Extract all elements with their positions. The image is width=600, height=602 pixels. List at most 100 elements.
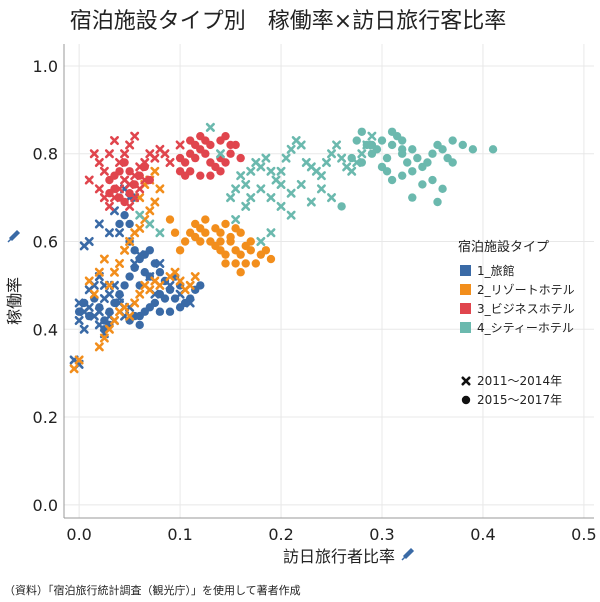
point-2015-2017 — [130, 246, 139, 255]
point-2011-2014 — [109, 267, 119, 277]
point-2015-2017 — [448, 158, 457, 167]
point-2015-2017 — [236, 153, 245, 163]
point-2011-2014 — [231, 215, 241, 225]
chart-title: 宿泊施設タイプ別 稼働率×訪日旅行客比率 — [70, 9, 506, 34]
point-2011-2014 — [327, 149, 337, 159]
point-2015-2017 — [206, 171, 215, 180]
point-2015-2017 — [241, 259, 250, 268]
point-2011-2014 — [120, 245, 130, 255]
point-2015-2017 — [185, 294, 195, 303]
point-2011-2014 — [175, 140, 185, 150]
point-2011-2014 — [99, 333, 109, 343]
legend-swatch — [460, 303, 471, 314]
point-2011-2014 — [170, 267, 180, 277]
point-2015-2017 — [347, 153, 356, 163]
legend-item-label: 2_リゾートホテル — [477, 283, 575, 297]
point-2015-2017 — [468, 145, 478, 154]
point-2015-2017 — [196, 171, 205, 180]
point-2011-2014 — [160, 149, 170, 159]
point-2015-2017 — [428, 149, 437, 158]
x-tick-label: 0.4 — [470, 525, 495, 544]
point-2011-2014 — [145, 285, 155, 295]
point-2011-2014 — [175, 276, 185, 286]
point-2011-2014 — [99, 254, 109, 264]
point-2015-2017 — [180, 171, 190, 180]
y-axis-filter-icon[interactable] — [7, 229, 21, 243]
point-2015-2017 — [110, 298, 119, 308]
point-2015-2017 — [165, 285, 175, 294]
legend-item-label: 1_旅館 — [477, 263, 515, 278]
point-2011-2014 — [120, 149, 130, 159]
point-2011-2014 — [125, 237, 135, 246]
y-tick-label: 0.8 — [33, 145, 58, 164]
point-2011-2014 — [236, 171, 246, 181]
point-2011-2014 — [316, 184, 326, 194]
point-2011-2014 — [104, 289, 114, 299]
point-2011-2014 — [135, 210, 145, 220]
point-2015-2017 — [125, 272, 134, 281]
point-2015-2017 — [125, 189, 134, 198]
point-2015-2017 — [201, 215, 210, 224]
point-2015-2017 — [206, 140, 215, 150]
point-2015-2017 — [175, 153, 185, 163]
point-2015-2017 — [337, 202, 346, 211]
point-2011-2014 — [165, 158, 175, 167]
x-tick-label: 0.0 — [66, 525, 91, 544]
point-2011-2014 — [125, 140, 135, 150]
point-2011-2014 — [256, 162, 266, 172]
point-2015-2017 — [150, 298, 160, 308]
point-2011-2014 — [94, 184, 104, 194]
point-2011-2014 — [145, 206, 155, 216]
point-2011-2014 — [155, 280, 165, 290]
point-2011-2014 — [104, 149, 114, 159]
point-2015-2017 — [170, 228, 180, 237]
point-2015-2017 — [175, 246, 185, 255]
point-2015-2017 — [403, 158, 412, 167]
point-2015-2017 — [408, 193, 417, 202]
legend-item-label: 4_シティーホテル — [477, 321, 574, 335]
point-2011-2014 — [256, 237, 266, 246]
point-2011-2014 — [306, 197, 316, 207]
y-axis-label: 稼働率 — [5, 277, 24, 325]
y-tick-label: 0.4 — [33, 320, 58, 339]
x-tick-label: 0.5 — [571, 525, 596, 544]
point-2015-2017 — [418, 180, 427, 189]
point-2015-2017 — [387, 175, 397, 185]
point-2015-2017 — [155, 307, 165, 316]
point-2011-2014 — [150, 166, 160, 176]
point-2011-2014 — [130, 298, 140, 308]
point-2011-2014 — [286, 144, 296, 154]
point-2015-2017 — [221, 131, 230, 141]
point-2011-2014 — [135, 289, 145, 299]
point-2015-2017 — [165, 215, 175, 224]
x-axis-filter-icon[interactable] — [401, 547, 415, 561]
legend-period-label: 2011〜2014年 — [477, 374, 562, 388]
point-2015-2017 — [85, 311, 94, 321]
point-2011-2014 — [281, 153, 291, 163]
point-2011-2014 — [84, 175, 94, 185]
point-2011-2014 — [215, 149, 225, 159]
point-2015-2017 — [261, 246, 271, 255]
point-2011-2014 — [261, 153, 271, 163]
point-2011-2014 — [125, 311, 135, 321]
point-2015-2017 — [145, 246, 155, 255]
point-2015-2017 — [145, 175, 155, 185]
point-2015-2017 — [236, 228, 245, 237]
point-2015-2017 — [236, 268, 245, 277]
point-2015-2017 — [155, 268, 165, 277]
axes: 0.0 0.2 0.4 0.6 0.8 1.0 0.0 0.1 0.2 0.3 0.4 0.5 — [33, 44, 597, 544]
point-2015-2017 — [246, 237, 255, 246]
point-2015-2017 — [231, 259, 240, 268]
point-2015-2017 — [105, 189, 114, 198]
point-2015-2017 — [387, 140, 397, 150]
point-2015-2017 — [408, 145, 417, 154]
point-2011-2014 — [241, 201, 251, 211]
point-2011-2014 — [109, 316, 119, 325]
point-2015-2017 — [438, 184, 447, 194]
point-2011-2014 — [94, 267, 104, 277]
point-2011-2014 — [104, 201, 114, 211]
point-2015-2017 — [221, 250, 230, 259]
point-2011-2014 — [266, 166, 276, 176]
point-2011-2014 — [94, 342, 104, 352]
